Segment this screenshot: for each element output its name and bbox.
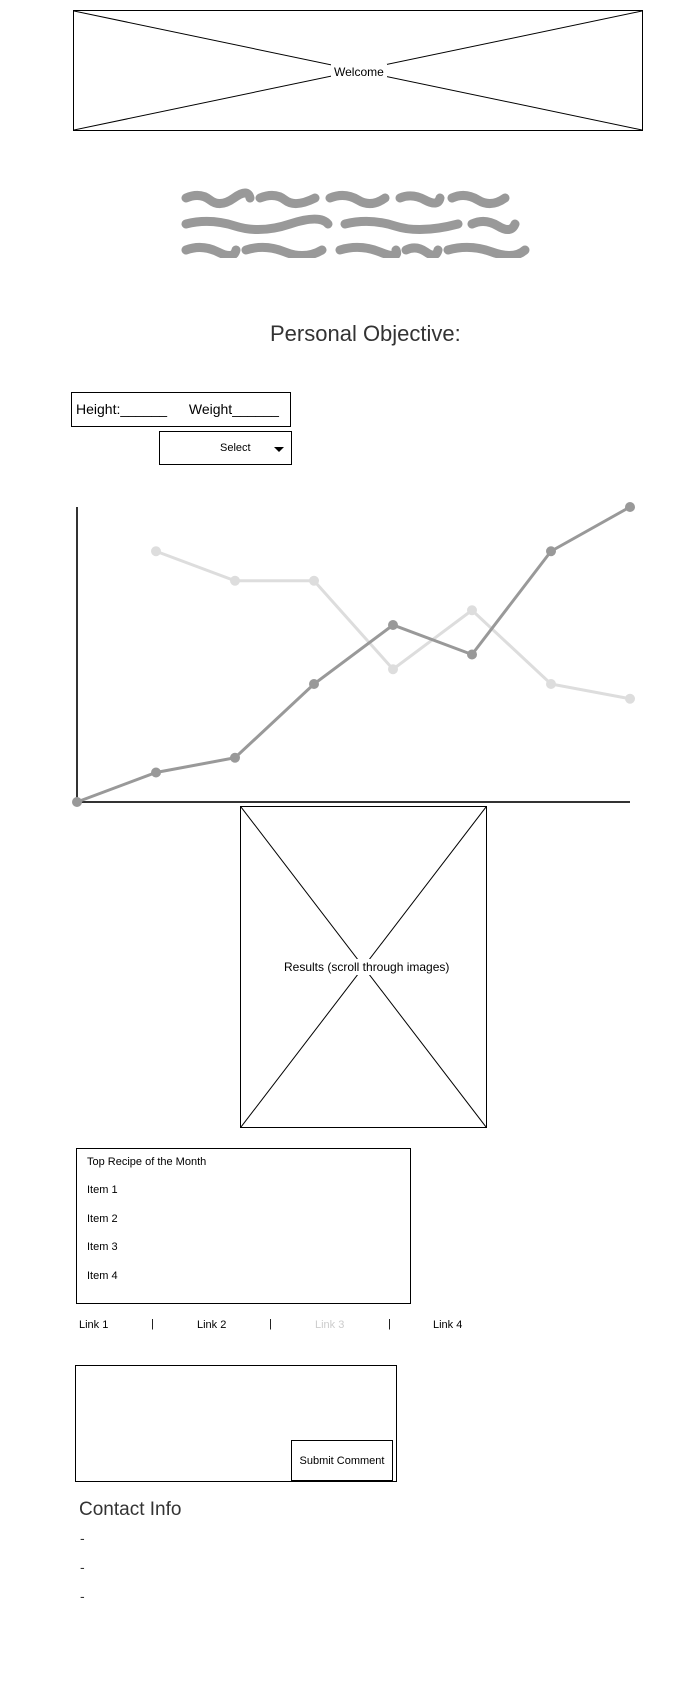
contact-line: - (80, 1530, 85, 1546)
contact-info-heading: Contact Info (79, 1499, 182, 1520)
series-1-point (546, 546, 556, 557)
series-2-point (230, 575, 240, 586)
select-value: Select (220, 442, 251, 454)
series-1-point (625, 502, 635, 512)
series-1-point (467, 649, 477, 660)
list-item[interactable]: Item 4 (87, 1270, 118, 1282)
series-2-point (467, 605, 477, 616)
link-separator: | (269, 1318, 272, 1330)
greeked-paragraph (181, 188, 530, 258)
list-item[interactable]: Item 2 (87, 1213, 118, 1225)
series-1-point (388, 620, 398, 630)
link-separator: | (388, 1318, 391, 1330)
weight-label: Weight (188, 401, 233, 417)
contact-line: - (80, 1559, 85, 1575)
welcome-banner: Welcome (73, 10, 643, 131)
contact-line: - (80, 1588, 85, 1604)
link-2[interactable]: Link 2 (197, 1319, 227, 1331)
link-separator: | (151, 1318, 154, 1330)
series-2-point (309, 575, 319, 586)
caret-down-icon (274, 447, 284, 452)
progress-line-chart (72, 502, 635, 807)
objective-select[interactable]: Select (159, 431, 292, 465)
link-4[interactable]: Link 4 (433, 1319, 463, 1331)
height-weight-field[interactable]: Height:______ Weight______ (71, 392, 291, 427)
series-1-point (72, 797, 82, 807)
series-1-line (76, 505, 631, 804)
link-3[interactable]: Link 3 (315, 1319, 345, 1331)
list-item[interactable]: Item 3 (87, 1241, 118, 1253)
list-item[interactable]: Item 1 (87, 1184, 118, 1196)
recipe-list-title: Top Recipe of the Month (87, 1156, 207, 1168)
series-2-point (546, 679, 556, 689)
series-1-point (230, 752, 240, 763)
welcome-label: Welcome (331, 64, 387, 80)
series-2-point (625, 693, 635, 704)
height-label: Height: (76, 401, 121, 417)
weight-blank[interactable]: ______ (232, 401, 279, 417)
series-2-point (151, 546, 161, 557)
submit-comment-button[interactable]: Submit Comment (291, 1440, 393, 1481)
objective-heading: Personal Objective: (270, 321, 461, 346)
series-2-point (388, 664, 398, 675)
height-blank[interactable]: ______ (120, 401, 168, 417)
results-label: Results (scroll through images) (281, 959, 453, 975)
top-recipe-list: Top Recipe of the Month Item 1 Item 2 It… (76, 1148, 411, 1304)
series-1-point (309, 679, 319, 689)
results-carousel[interactable]: Results (scroll through images) (240, 806, 487, 1128)
series-1-point (151, 767, 161, 778)
link-1[interactable]: Link 1 (79, 1319, 109, 1331)
